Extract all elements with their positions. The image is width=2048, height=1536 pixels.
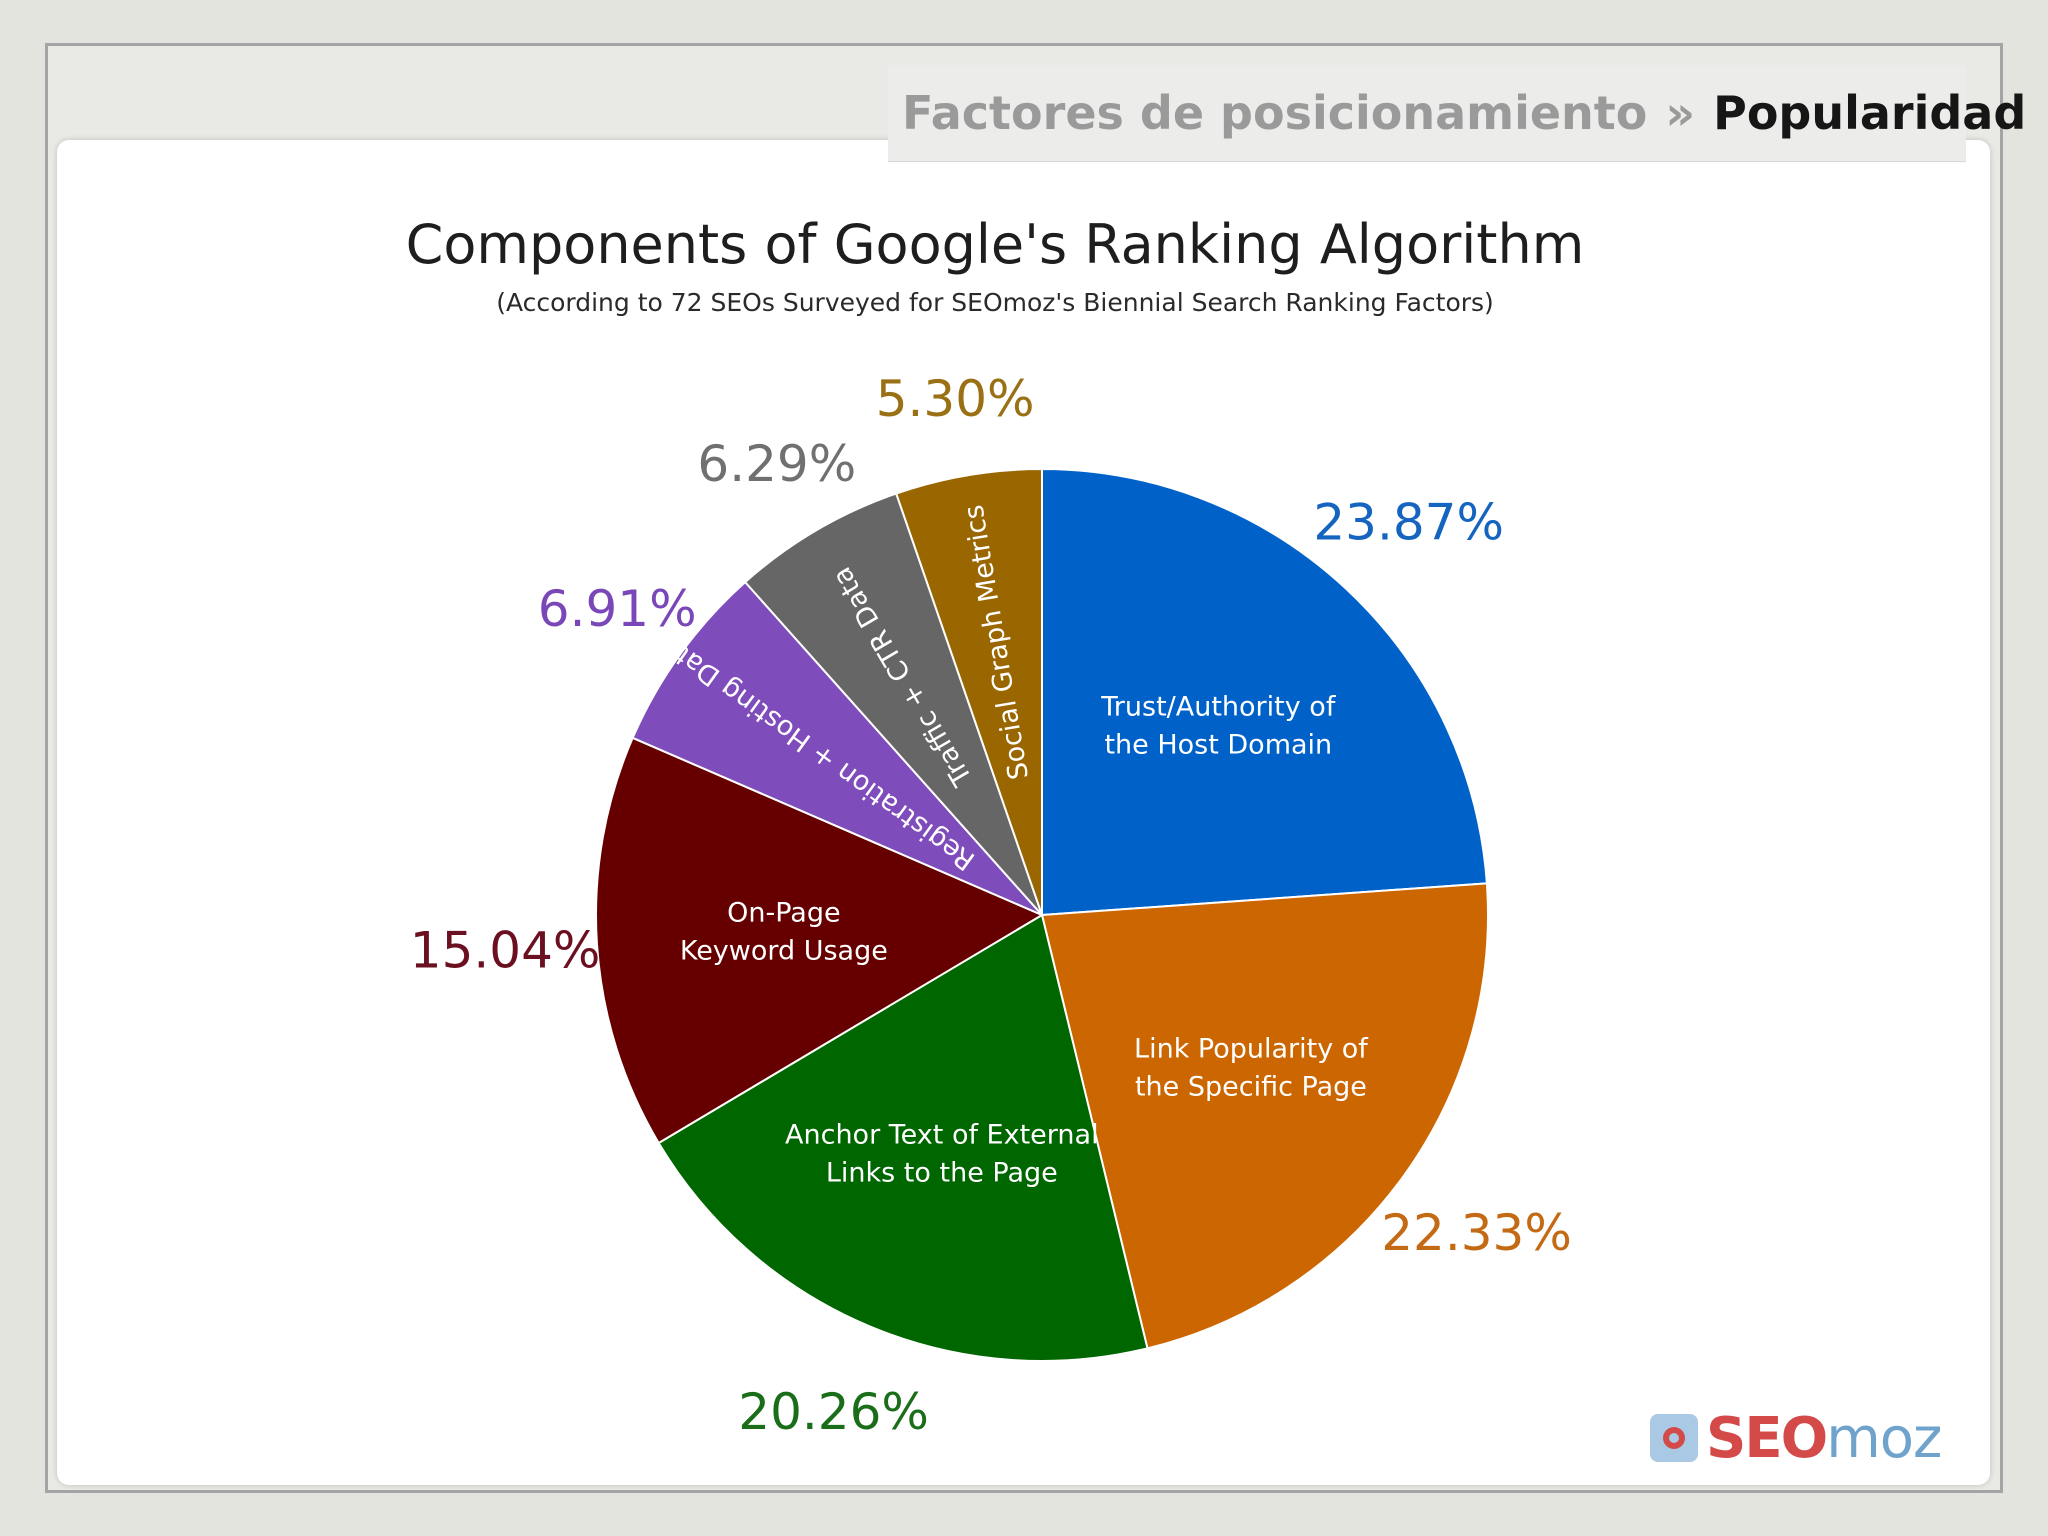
pie-slice-social-graph-metrics xyxy=(894,467,1043,916)
seomoz-logo: SEO moz xyxy=(1650,1405,1942,1471)
pie-value-label: 22.33% xyxy=(1381,1204,1572,1262)
pie-slice-label: Anchor Text of External Links to the Page xyxy=(785,1119,1099,1188)
pie-slices xyxy=(595,467,1489,1362)
pie-slice-label: Link Popularity of the Specific Page xyxy=(1134,1034,1369,1103)
pie-value-label: 5.30% xyxy=(876,370,1035,428)
breadcrumb-separator: » xyxy=(1665,86,1696,140)
pie-value-label: 23.87% xyxy=(1313,493,1504,551)
pie-slice-label: On-Page Keyword Usage xyxy=(680,898,888,967)
pie-slice-on-page-keyword-usage xyxy=(595,736,1045,1145)
pie-slice-trust-authority-of-the-host-domain xyxy=(1041,467,1488,917)
logo-text-moz: moz xyxy=(1826,1405,1942,1471)
pie-slice-anchor-text-of-external-links-to-the-page xyxy=(657,913,1149,1362)
breadcrumb-parent: Factores de posicionamiento xyxy=(902,86,1648,140)
pie-value-label: 6.29% xyxy=(697,435,856,493)
pie-value-label: 15.04% xyxy=(410,921,601,979)
breadcrumb: Factores de posicionamiento » Popularida… xyxy=(888,65,2026,162)
pie-value-label: 6.91% xyxy=(538,580,697,638)
pie-slice-link-popularity-of-the-specific-page xyxy=(1040,882,1489,1350)
pie-value-labels: 23.87% 22.33% 20.26% 15.04% 6.91% 6.29% 5.30% xyxy=(410,370,1572,1441)
pie-slice-label: Trust/Authority of the Host Domain xyxy=(1100,692,1337,761)
gear-icon xyxy=(1650,1414,1698,1462)
pie-slice-registration-hosting-data xyxy=(631,580,1043,916)
pie-slice-traffic-ctr-data xyxy=(743,492,1043,916)
pie-value-label: 20.26% xyxy=(738,1383,929,1441)
breadcrumb-current: Popularidad xyxy=(1713,86,2027,140)
logo-text-seo: SEO xyxy=(1706,1405,1828,1471)
chart-title: Components of Google's Ranking Algorithm xyxy=(406,213,1585,276)
chart-subtitle: (According to 72 SEOs Surveyed for SEOmo… xyxy=(496,288,1494,317)
